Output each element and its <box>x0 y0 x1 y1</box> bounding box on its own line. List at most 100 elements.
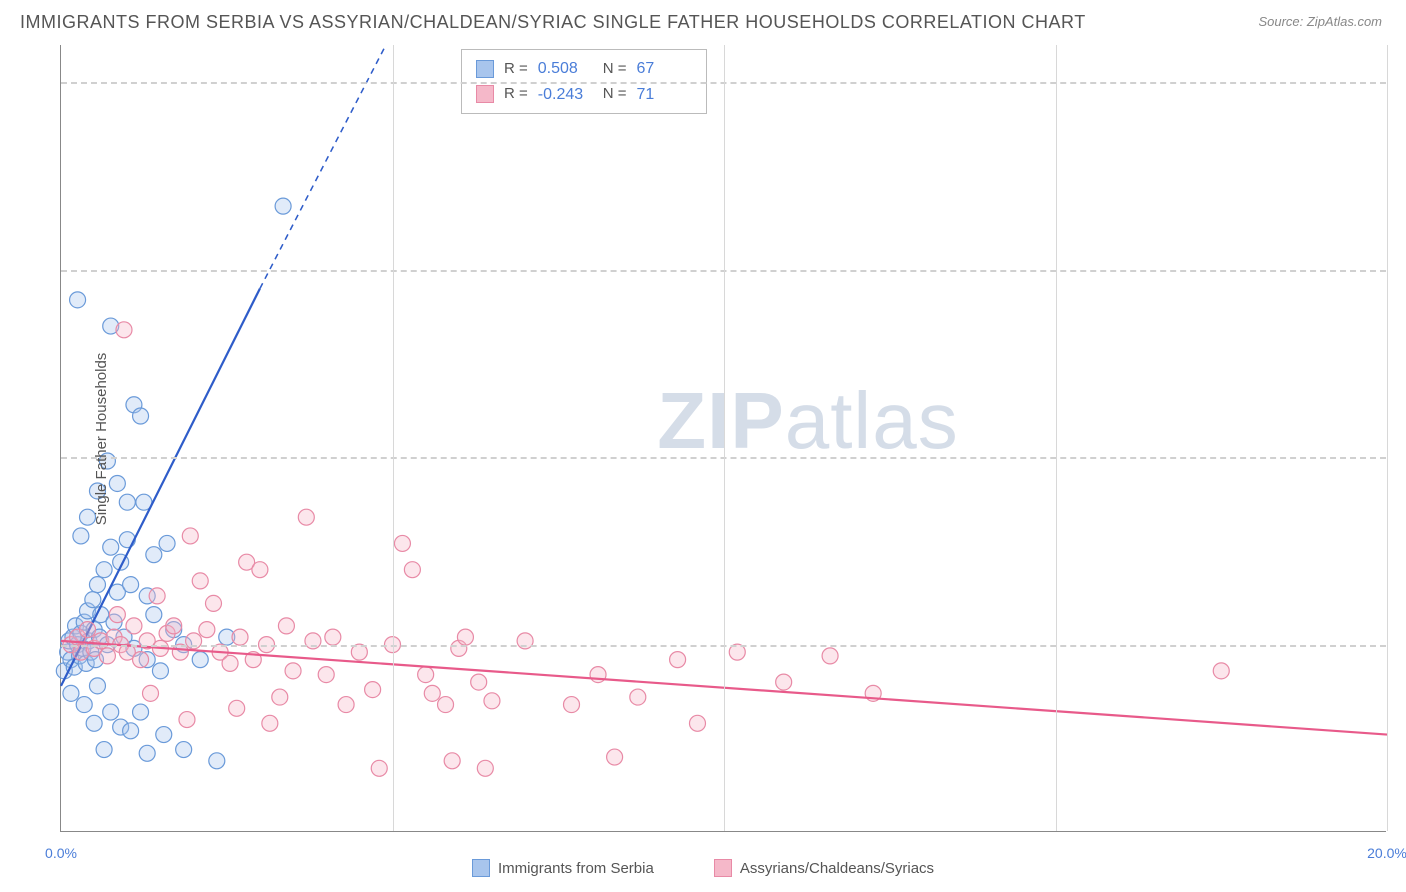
scatter-point <box>143 685 159 701</box>
r-label: R = <box>504 82 528 106</box>
scatter-point <box>471 674 487 690</box>
scatter-point <box>89 577 105 593</box>
scatter-point <box>272 689 288 705</box>
scatter-point <box>76 697 92 713</box>
n-value: 71 <box>637 82 692 108</box>
scatter-point <box>176 742 192 758</box>
scatter-point <box>822 648 838 664</box>
y-axis-label: Single Father Households <box>93 352 110 525</box>
scatter-point <box>285 663 301 679</box>
scatter-point <box>418 667 434 683</box>
scatter-point <box>139 745 155 761</box>
scatter-point <box>70 292 86 308</box>
scatter-point <box>133 704 149 720</box>
scatter-point <box>179 712 195 728</box>
legend-label: Immigrants from Serbia <box>498 860 654 877</box>
plot-area: ZIPatlas R =0.508N =67R =-0.243N =71 2.5… <box>60 45 1386 832</box>
scatter-point <box>123 723 139 739</box>
scatter-point <box>484 693 500 709</box>
r-value: -0.243 <box>538 82 593 108</box>
scatter-point <box>232 629 248 645</box>
scatter-point <box>146 607 162 623</box>
scatter-point <box>209 753 225 769</box>
scatter-point <box>152 663 168 679</box>
scatter-point <box>109 607 125 623</box>
n-label: N = <box>603 82 627 106</box>
legend-label: Assyrians/Chaldeans/Syriacs <box>740 860 934 877</box>
scatter-point <box>365 682 381 698</box>
scatter-point <box>109 475 125 491</box>
chart-title: IMMIGRANTS FROM SERBIA VS ASSYRIAN/CHALD… <box>20 12 1086 33</box>
gridline-v <box>1387 45 1388 831</box>
scatter-point <box>199 622 215 638</box>
correlation-legend-row: R = -0.243 N = 71 <box>476 82 692 108</box>
scatter-point <box>298 509 314 525</box>
scatter-point <box>182 528 198 544</box>
scatter-point <box>103 539 119 555</box>
y-tick-label: 5.0% <box>1396 449 1406 465</box>
scatter-point <box>116 322 132 338</box>
source-attribution: Source: ZipAtlas.com <box>1258 14 1382 29</box>
scatter-point <box>126 618 142 634</box>
scatter-point <box>123 577 139 593</box>
scatter-point <box>73 528 89 544</box>
legend-item: Assyrians/Chaldeans/Syriacs <box>714 859 934 877</box>
scatter-point <box>192 573 208 589</box>
scatter-point <box>96 562 112 578</box>
scatter-point <box>275 198 291 214</box>
scatter-point <box>444 753 460 769</box>
scatter-point <box>457 629 473 645</box>
scatter-point <box>404 562 420 578</box>
y-tick-label: 10.0% <box>1396 74 1406 90</box>
n-label: N = <box>603 57 627 81</box>
scatter-point <box>119 532 135 548</box>
scatter-point <box>318 667 334 683</box>
scatter-point <box>156 727 172 743</box>
scatter-point <box>424 685 440 701</box>
scatter-point <box>133 652 149 668</box>
scatter-point <box>670 652 686 668</box>
series-legend: Immigrants from Serbia Assyrians/Chaldean… <box>0 859 1406 877</box>
y-tick-label: 7.5% <box>1396 262 1406 278</box>
scatter-point <box>371 760 387 776</box>
scatter-point <box>338 697 354 713</box>
legend-swatch <box>476 85 494 103</box>
scatter-point <box>394 535 410 551</box>
scatter-point <box>96 742 112 758</box>
y-tick-label: 2.5% <box>1396 637 1406 653</box>
scatter-point <box>159 535 175 551</box>
r-label: R = <box>504 57 528 81</box>
scatter-point <box>689 715 705 731</box>
scatter-point <box>325 629 341 645</box>
scatter-point <box>564 697 580 713</box>
scatter-point <box>252 562 268 578</box>
scatter-point <box>103 704 119 720</box>
scatter-point <box>85 592 101 608</box>
gridline-v <box>1056 45 1057 831</box>
gridline-v <box>724 45 725 831</box>
scatter-point <box>1213 663 1229 679</box>
scatter-point <box>262 715 278 731</box>
scatter-point <box>166 618 182 634</box>
scatter-point <box>133 408 149 424</box>
legend-swatch <box>714 859 732 877</box>
scatter-point <box>192 652 208 668</box>
scatter-point <box>146 547 162 563</box>
scatter-point <box>438 697 454 713</box>
scatter-point <box>205 595 221 611</box>
scatter-point <box>89 678 105 694</box>
scatter-point <box>229 700 245 716</box>
gridline-v <box>393 45 394 831</box>
scatter-point <box>86 715 102 731</box>
r-value: 0.508 <box>538 56 593 82</box>
scatter-point <box>222 655 238 671</box>
scatter-point <box>99 648 115 664</box>
scatter-point <box>477 760 493 776</box>
scatter-point <box>63 685 79 701</box>
legend-swatch <box>472 859 490 877</box>
legend-swatch <box>476 60 494 78</box>
scatter-point <box>776 674 792 690</box>
correlation-legend-row: R =0.508N =67 <box>476 56 692 82</box>
legend-item: Immigrants from Serbia <box>472 859 654 877</box>
scatter-point <box>149 588 165 604</box>
